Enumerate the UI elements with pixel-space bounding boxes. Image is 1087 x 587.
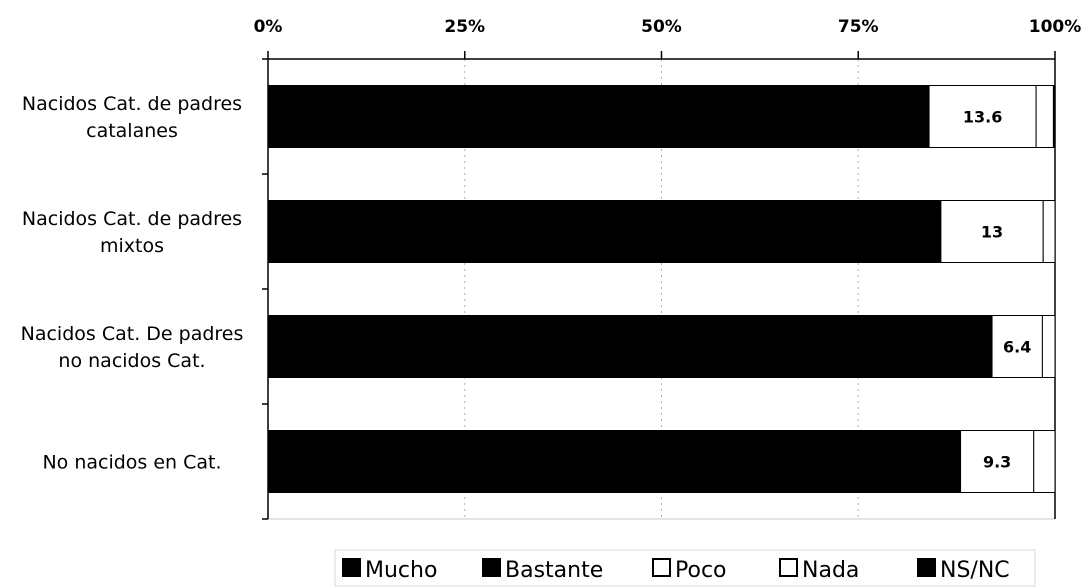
x-tick-label: 50% [641,17,682,37]
bar-segment-poco [960,430,1035,493]
bar-segment-mucho [267,315,993,378]
bar-segment-mucho [267,430,962,493]
legend-swatch [342,558,361,577]
bars [267,85,1056,493]
bar-segment-poco [928,85,1037,148]
category-label: Nacidos Cat. de padres catalanes [22,93,242,142]
bar-segment-nada [1041,315,1056,378]
category-label: No nacidos en Cat. [42,452,221,474]
bar-segment-mucho [267,85,930,148]
legend-swatch [779,558,798,577]
data-label: 6.4 [1003,338,1031,357]
data-label: 13.6 [963,108,1002,127]
x-tick-label: 100% [1029,17,1082,37]
legend-label: NS/NC [940,558,1010,583]
x-tick-label: 0% [254,17,283,37]
data-label: 9.3 [983,453,1011,472]
x-tick-label: 75% [838,17,879,37]
bar-segment-nada [1033,430,1056,493]
legend-label: Nada [802,558,859,583]
category-label: Nacidos Cat. De padres no nacidos Cat. [21,323,244,372]
bar-segment-nada [1042,200,1056,263]
x-tick-label: 25% [444,17,485,37]
data-label: 13 [981,223,1003,242]
bar-segment-ns-nc [1052,85,1056,148]
legend-swatch [482,558,501,577]
labels: 0% 25% 50% 75% 100% 13.6 Nacidos Cat. de padre… [21,17,1082,474]
legend-label: Mucho [365,558,437,583]
legend-label: Poco [675,558,727,583]
legend-swatch [652,558,671,577]
legend: Mucho Bastante Poco Nada NS/NC [334,549,1036,587]
category-label: Nacidos Cat. de padres mixtos [22,208,242,257]
legend-label: Bastante [505,558,603,583]
bar-segment-nada [1035,85,1054,148]
legend-swatch [917,558,936,577]
bar-segment-mucho [267,200,942,263]
